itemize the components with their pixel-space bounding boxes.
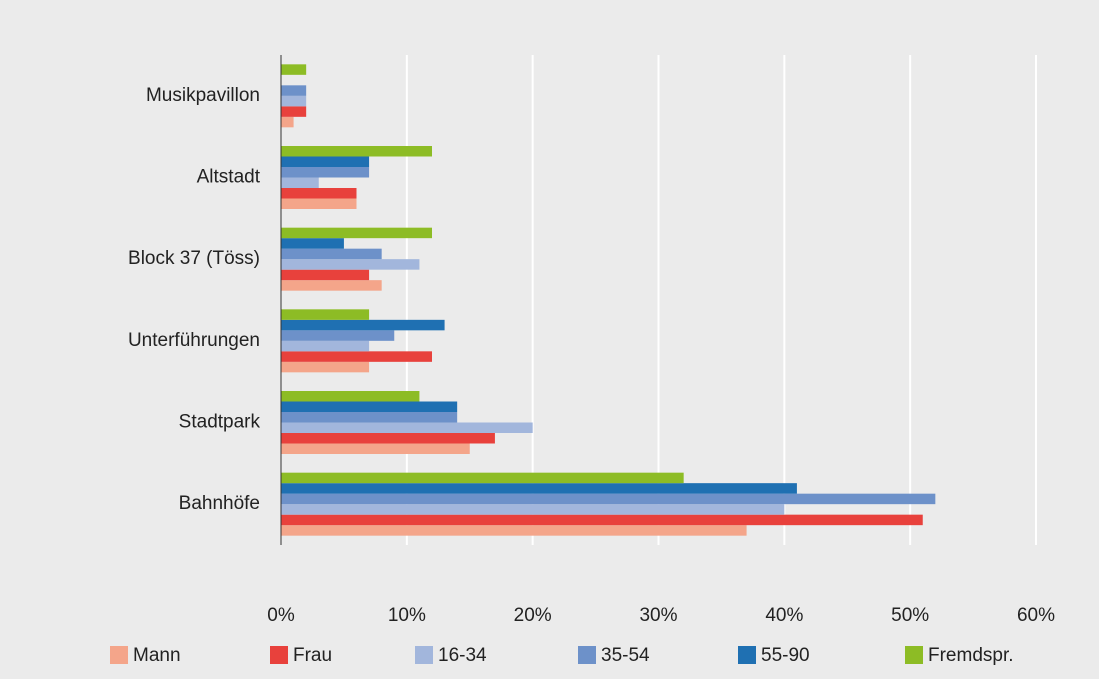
y-tick-label: Altstadt [197,167,261,188]
legend-label: Fremdspr. [928,645,1014,666]
bar [281,167,370,178]
bar [281,116,294,128]
y-tick-label: Bahnhöfe [179,493,260,514]
legend-swatch [110,646,128,664]
y-tick-label: Block 37 (Töss) [128,248,260,269]
legend-label: Frau [293,645,332,666]
bar [281,493,936,505]
bar [281,248,382,260]
bar [281,177,319,188]
legend-label: Mann [133,645,181,666]
bar [281,514,923,526]
x-tick-label: 50% [891,605,929,626]
legend-swatch [738,646,756,664]
bar [281,95,307,107]
bar [281,483,797,494]
legend-label: 35-54 [601,645,650,666]
bar [281,422,533,433]
bar [281,340,370,352]
bar [281,238,344,249]
bar [281,472,684,484]
bar [281,525,747,536]
bar [281,198,357,209]
bar [281,504,785,515]
bar [281,188,357,199]
x-tick-label: 10% [388,605,426,626]
y-tick-label: Stadtpark [179,412,261,433]
bar [281,330,395,341]
x-tick-label: 30% [639,605,677,626]
y-tick-label: Unterführungen [128,330,260,351]
legend-label: 55-90 [761,645,810,666]
legend-label: 16-34 [438,645,487,666]
bar [281,227,432,239]
legend-swatch [905,646,923,664]
bar [281,64,307,75]
x-tick-label: 40% [765,605,803,626]
bar [281,259,420,270]
bar [281,280,382,291]
bar [281,156,370,167]
bar [281,401,458,412]
bar [281,433,495,444]
bar [281,309,370,320]
legend-swatch [578,646,596,664]
bar [281,391,420,402]
x-tick-label: 0% [267,605,295,626]
bar [281,443,470,454]
bar [281,269,370,281]
legend-swatch [415,646,433,664]
y-tick-label: Musikpavillon [146,85,260,106]
bar [281,412,458,423]
bar [281,106,307,117]
bar [281,361,370,373]
x-tick-label: 60% [1017,605,1055,626]
bar [281,351,432,362]
bar [281,146,432,157]
bar [281,319,445,331]
x-tick-label: 20% [514,605,552,626]
legend-swatch [270,646,288,664]
bar [281,85,307,96]
